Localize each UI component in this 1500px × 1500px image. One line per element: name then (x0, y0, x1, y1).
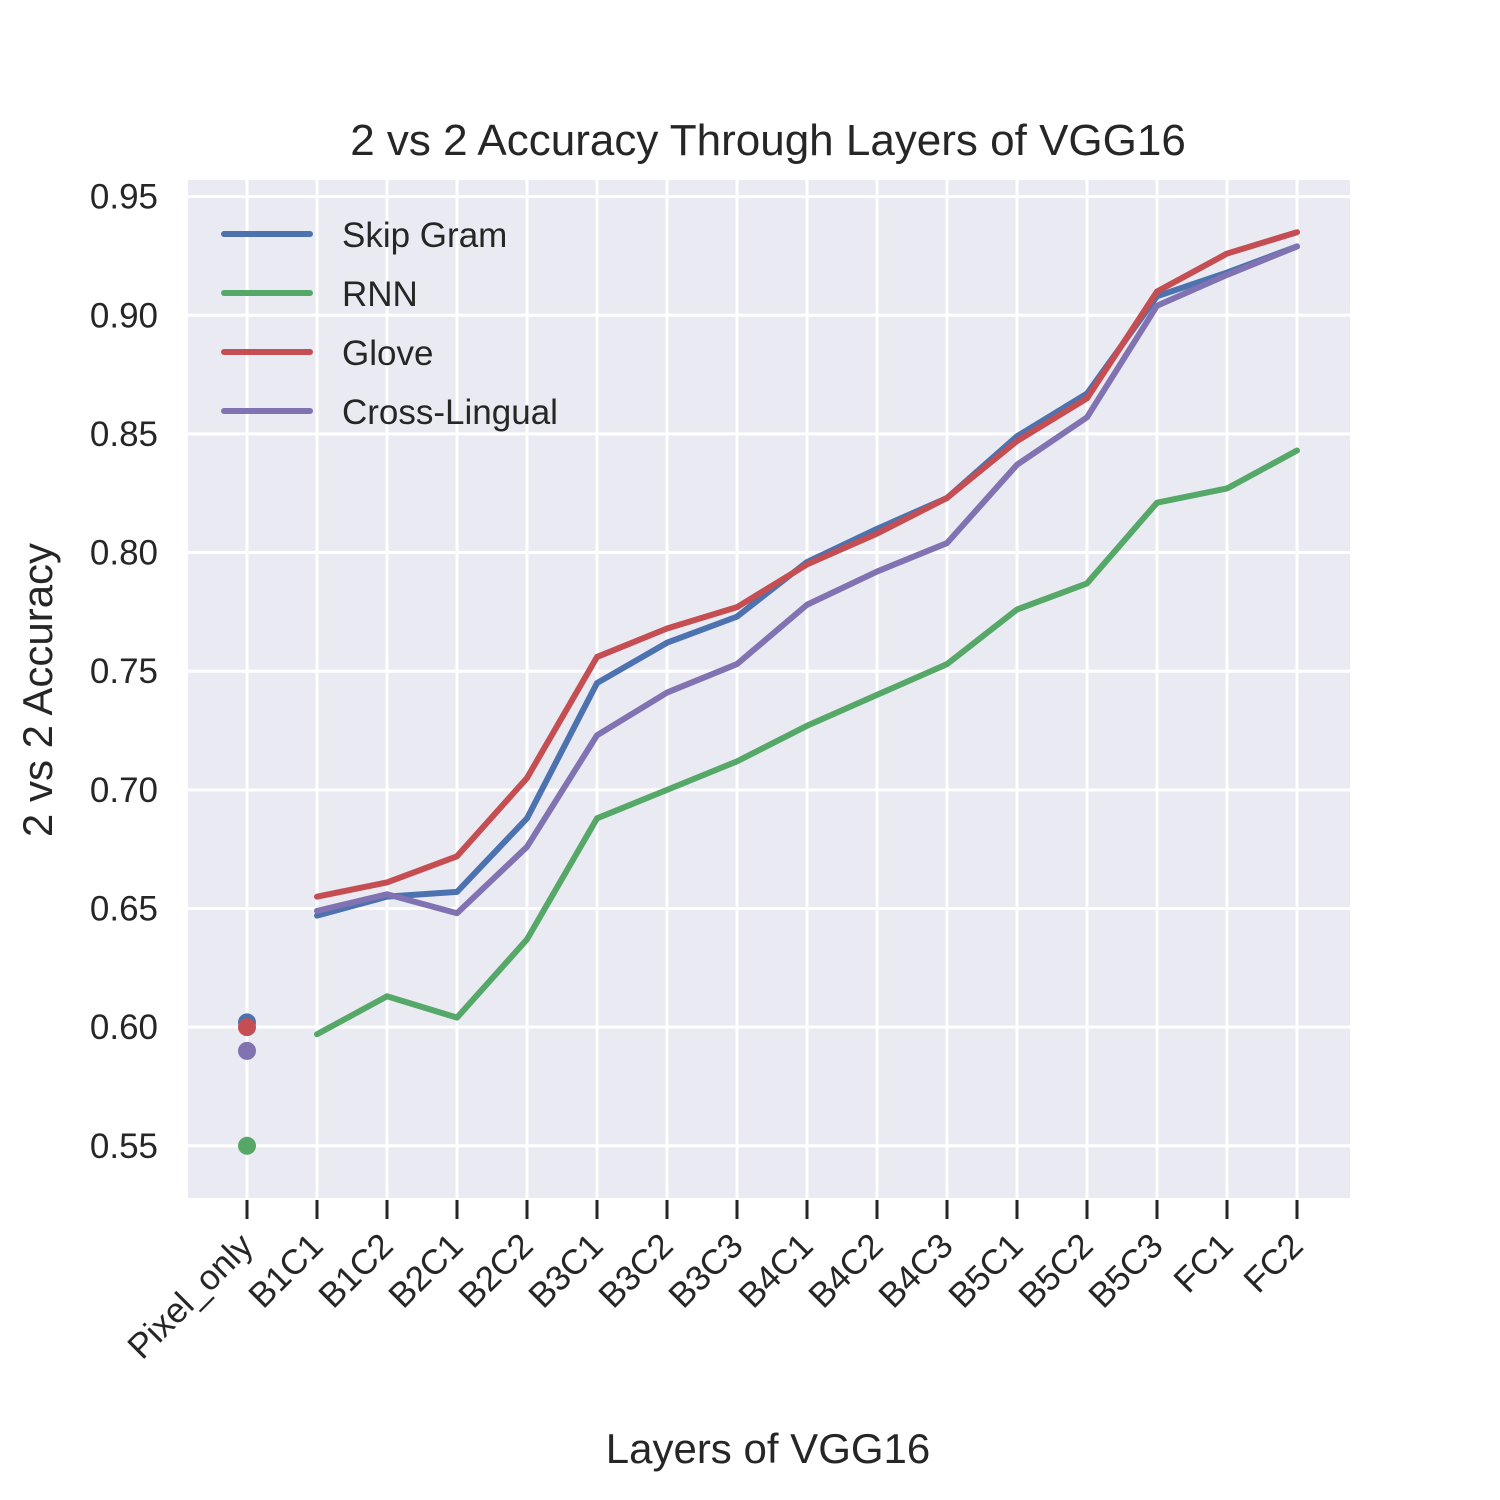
legend-label: Skip Gram (342, 216, 507, 255)
y-tick-label: 0.95 (90, 178, 158, 217)
y-tick-label: 0.60 (90, 1008, 158, 1047)
legend: Skip Gram RNN Glove Cross-Lingual (221, 216, 558, 432)
series-lines (314, 229, 1300, 1038)
x-tick-label: B4C2 (801, 1226, 890, 1315)
series-line-rnn (314, 447, 1300, 1038)
x-tick-label: B5C3 (1081, 1226, 1170, 1315)
pixel-only-markers (238, 1013, 256, 1155)
legend-label: RNN (342, 275, 418, 314)
y-tick-label: 0.80 (90, 534, 158, 573)
x-tick-label: Pixel_only (120, 1226, 261, 1367)
x-tick-label: B5C2 (1011, 1226, 1100, 1315)
chart-title: 2 vs 2 Accuracy Through Layers of VGG16 (350, 116, 1186, 165)
pixel-only-marker-glove (238, 1018, 256, 1037)
x-tick-label: FC2 (1236, 1226, 1310, 1300)
x-axis-ticks: Pixel_onlyB1C1B1C2B2C1B2C2B3C1B3C2B3C3B4… (120, 1200, 1311, 1367)
legend-label: Glove (342, 334, 433, 373)
x-tick-label: B1C1 (241, 1226, 330, 1315)
plot-area (188, 180, 1350, 1198)
x-tick-label: B5C1 (941, 1226, 1030, 1315)
plot-background (188, 180, 1350, 1198)
y-tick-label: 0.85 (90, 415, 158, 454)
x-tick-label: B1C2 (311, 1226, 400, 1315)
pixel-only-marker-rnn (238, 1136, 256, 1155)
x-tick-label: B4C1 (731, 1226, 820, 1315)
y-tick-label: 0.70 (90, 771, 158, 810)
y-tick-label: 0.90 (90, 296, 158, 335)
x-axis-label: Layers of VGG16 (606, 1425, 931, 1472)
x-tick-label: B3C3 (661, 1226, 750, 1315)
y-axis-ticks: 0.55 0.60 0.65 0.70 0.75 0.80 0.85 0.90 0.95 (90, 178, 158, 1166)
y-tick-label: 0.65 (90, 889, 158, 928)
x-tick-label: FC1 (1166, 1226, 1240, 1300)
y-axis-label: 2 vs 2 Accuracy (14, 543, 61, 837)
x-tick-label: B2C2 (451, 1226, 540, 1315)
y-tick-label: 0.55 (90, 1127, 158, 1166)
y-tick-label: 0.75 (90, 652, 158, 691)
x-tick-label: B2C1 (381, 1226, 470, 1315)
pixel-only-marker-cross-lingual (238, 1041, 256, 1060)
grid-lines (188, 180, 1350, 1198)
x-tick-label: B4C3 (871, 1226, 960, 1315)
x-tick-label: B3C1 (521, 1226, 610, 1315)
series-line-cross-lingual (314, 243, 1300, 917)
series-line-glove (314, 229, 1300, 900)
x-tick-label: B3C2 (591, 1226, 680, 1315)
legend-label: Cross-Lingual (342, 393, 558, 432)
